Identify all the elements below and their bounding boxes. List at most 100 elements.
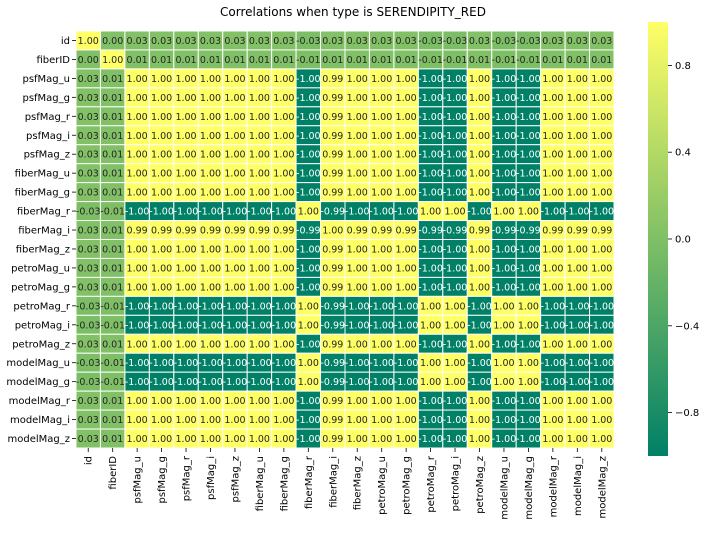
cell-value-label: 1.00 xyxy=(371,244,392,255)
cell-value-label: 1.00 xyxy=(273,74,294,85)
cell-value-label: 0.01 xyxy=(102,131,123,142)
cell-value-label: 1.00 xyxy=(78,36,99,47)
cell-value-label: -1.00 xyxy=(296,112,321,123)
cell-value-label: -1.00 xyxy=(272,301,297,312)
cell-value-label: 1.00 xyxy=(273,244,294,255)
cell-value-label: -0.01 xyxy=(296,55,321,66)
cell-value-label: 1.00 xyxy=(200,131,221,142)
cell-value-label: 1.00 xyxy=(347,263,368,274)
cell-value-label: 1.00 xyxy=(249,263,270,274)
cell-value-label: -1.00 xyxy=(516,93,541,104)
cell-value-label: 1.00 xyxy=(175,74,196,85)
cell-value-label: 1.00 xyxy=(224,396,245,407)
cell-value-label: 1.00 xyxy=(175,339,196,350)
cell-value-label: 1.00 xyxy=(567,415,588,426)
cell-value-label: -1.00 xyxy=(492,74,517,85)
cell-value-label: -0.01 xyxy=(516,55,541,66)
cell-value-label: -1.00 xyxy=(174,358,199,369)
cell-value-label: -1.00 xyxy=(418,434,443,445)
cell-value-label: 0.03 xyxy=(200,36,221,47)
cell-value-label: 1.00 xyxy=(249,339,270,350)
cell-value-label: 0.03 xyxy=(78,339,99,350)
x-tick-label: fiberMag_g xyxy=(279,456,290,511)
cell-value-label: -1.00 xyxy=(443,169,468,180)
cell-value-label: -0.01 xyxy=(100,207,125,218)
cell-value-label: -1.00 xyxy=(418,396,443,407)
cell-value-label: -1.00 xyxy=(247,358,272,369)
cell-value-label: -1.00 xyxy=(492,112,517,123)
cell-value-label: 1.00 xyxy=(396,150,417,161)
cell-value-label: 1.00 xyxy=(444,207,465,218)
cell-value-label: 1.00 xyxy=(200,169,221,180)
cell-value-label: -1.00 xyxy=(516,434,541,445)
cell-value-label: -1.00 xyxy=(296,415,321,426)
cell-value-label: -1.00 xyxy=(443,415,468,426)
cell-value-label: 1.00 xyxy=(469,112,490,123)
cell-value-label: -1.00 xyxy=(296,169,321,180)
x-tick-label: petroMag_i xyxy=(451,456,462,511)
cell-value-label: 1.00 xyxy=(151,282,172,293)
cell-value-label: -0.01 xyxy=(100,358,125,369)
cell-value-label: 1.00 xyxy=(224,415,245,426)
cell-value-label: -1.00 xyxy=(443,263,468,274)
cell-value-label: 0.99 xyxy=(322,415,343,426)
cell-value-label: 1.00 xyxy=(420,377,441,388)
cell-value-label: -1.00 xyxy=(247,320,272,331)
cell-value-label: 1.00 xyxy=(396,415,417,426)
cell-value-label: 1.00 xyxy=(591,415,612,426)
cell-value-label: -1.00 xyxy=(149,358,174,369)
cell-value-label: 1.00 xyxy=(127,415,148,426)
x-tick-label: fiberMag_u xyxy=(255,456,266,511)
cell-value-label: 1.00 xyxy=(444,320,465,331)
cell-value-label: -1.00 xyxy=(541,207,566,218)
cell-value-label: 0.01 xyxy=(102,263,123,274)
cell-value-label: 1.00 xyxy=(151,112,172,123)
cell-value-label: 1.00 xyxy=(273,150,294,161)
cell-value-label: -0.99 xyxy=(320,207,345,218)
cell-value-label: -1.00 xyxy=(198,377,223,388)
cell-value-label: -1.00 xyxy=(296,74,321,85)
cell-value-label: -1.00 xyxy=(418,131,443,142)
cell-value-label: -1.00 xyxy=(394,377,419,388)
cell-value-label: 1.00 xyxy=(249,74,270,85)
cell-value-label: 1.00 xyxy=(371,415,392,426)
y-tick-label: psfMag_r xyxy=(25,112,71,123)
cell-value-label: 0.01 xyxy=(102,150,123,161)
cell-value-label: 1.00 xyxy=(127,131,148,142)
cell-value-label: -1.00 xyxy=(369,358,394,369)
cell-value-label: 1.00 xyxy=(175,282,196,293)
colorbar-tick-label: 0.8 xyxy=(675,61,691,72)
cell-value-label: 0.03 xyxy=(78,188,99,199)
cell-value-label: -1.00 xyxy=(345,358,370,369)
cell-value-label: 1.00 xyxy=(518,301,539,312)
y-tick-labels: id fiberID psfMag_u psfMag_g psfMag_r psfMag_… xyxy=(6,36,76,445)
cell-value-label: -1.00 xyxy=(443,93,468,104)
cell-value-label: 1.00 xyxy=(396,93,417,104)
cell-value-label: 0.99 xyxy=(322,339,343,350)
x-tick-label: modelMag_i xyxy=(573,456,584,516)
cell-value-label: 1.00 xyxy=(200,74,221,85)
cell-value-label: -1.00 xyxy=(296,434,321,445)
cell-value-label: 1.00 xyxy=(591,244,612,255)
cell-value-label: 1.00 xyxy=(322,226,343,237)
cell-value-label: 0.01 xyxy=(102,339,123,350)
cell-value-label: -1.00 xyxy=(296,263,321,274)
cell-value-label: 1.00 xyxy=(469,244,490,255)
cell-value-label: 1.00 xyxy=(493,207,514,218)
cell-value-label: -1.00 xyxy=(272,320,297,331)
cell-value-label: 1.00 xyxy=(200,188,221,199)
cell-value-label: -1.00 xyxy=(125,207,150,218)
cell-value-label: 1.00 xyxy=(420,207,441,218)
cell-value-label: -1.00 xyxy=(198,207,223,218)
cell-value-label: 0.01 xyxy=(175,55,196,66)
cell-value-label: -1.00 xyxy=(516,188,541,199)
cell-value-label: -1.00 xyxy=(516,131,541,142)
cell-value-label: 0.01 xyxy=(102,434,123,445)
cell-value-label: 0.03 xyxy=(542,36,563,47)
cell-value-label: 0.99 xyxy=(322,263,343,274)
cell-value-label: -1.00 xyxy=(492,131,517,142)
x-tick-label: psfMag_z xyxy=(230,456,241,502)
cell-value-label: 0.03 xyxy=(78,74,99,85)
cell-value-label: 1.00 xyxy=(469,169,490,180)
cell-value-label: 1.00 xyxy=(347,74,368,85)
